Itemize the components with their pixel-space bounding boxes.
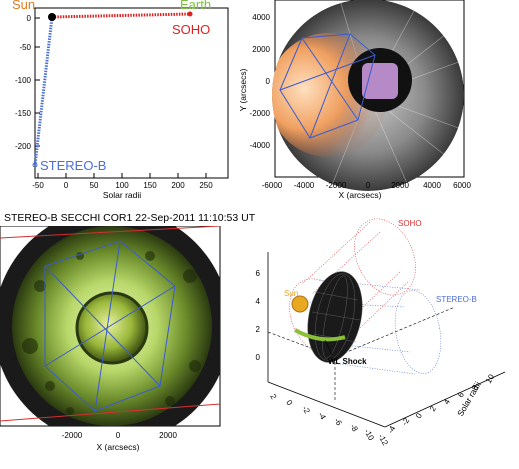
y-tick-label: -2 (400, 416, 412, 427)
x-ticks: -50 0 50 100 150 200 250 (32, 173, 213, 190)
reconstruction-plot: SOHO Sun STEREO-B WL Shock 6 4 2 0 2 0 -… (256, 218, 506, 448)
panel-positions: 0 -50 -100 -150 -200 -50 0 50 100 150 20… (0, 0, 235, 200)
y-tick-label: -4000 (250, 141, 271, 150)
x-tick-label: 2000 (159, 431, 177, 440)
x-tick-label: -6 (332, 417, 344, 428)
x-tick-label: 0 (116, 431, 121, 440)
axes-3d-dashed (267, 306, 456, 402)
reconstructed-cme-body (307, 271, 363, 363)
noise-texture (22, 251, 201, 415)
x-tick-label: 4000 (423, 181, 441, 190)
x-tick-label: -50 (32, 181, 44, 190)
axes-3d (267, 252, 506, 428)
positions-plot: 0 -50 -100 -150 -200 -50 0 50 100 150 20… (12, 0, 229, 200)
y-tick-label: 8 (470, 383, 480, 392)
x-tick-label: 100 (115, 181, 129, 190)
fov-line-bottom (0, 403, 220, 422)
y-tick-label: -2000 (250, 109, 271, 118)
soho-image-plot: 4000 2000 0 -2000 -4000 -6000 -4000 -200… (238, 0, 472, 200)
sun-stereo-line (33, 16, 54, 166)
x-axis-label: X (arcsecs) (339, 190, 382, 200)
shock-pointer (324, 339, 333, 356)
cor1-image-plot: -2000 0 2000 X (arcsecs) (0, 225, 221, 452)
stereo-label: STEREO-B (436, 295, 477, 304)
x-tick-label: -4000 (294, 181, 315, 190)
x-tick-label: 0 (64, 181, 69, 190)
y-tick-label: -50 (19, 43, 31, 52)
sun-sphere (291, 295, 309, 313)
z-tick-label: 2 (256, 325, 261, 334)
soho-label: SOHO (172, 22, 210, 37)
sun-label: Sun (12, 0, 35, 12)
y-tick-label: 2 (428, 404, 438, 413)
y-tick-label: 0 (27, 14, 32, 23)
y-axis-label: Y (arcsecs) (240, 68, 248, 111)
y-tick-label: 4000 (252, 13, 270, 22)
z-tick-label: 0 (256, 353, 261, 362)
x-tick-label: 2000 (391, 181, 409, 190)
gcs-wireframe (279, 33, 376, 139)
x-axis-label: Solar radii (103, 190, 141, 200)
panel-3d-reconstruction: SOHO Sun STEREO-B WL Shock 6 4 2 0 2 0 -… (240, 212, 519, 464)
sun-label: Sun (284, 289, 298, 298)
x-tick-label: 0 (366, 181, 371, 190)
euv-sun-image (362, 63, 398, 99)
y-tick-label: 0 (414, 411, 424, 420)
stereo-marker (32, 162, 38, 168)
y-tick-label: 0 (266, 77, 271, 86)
x-tick-label: 250 (199, 181, 213, 190)
stereo-label: STEREO-B (40, 158, 106, 173)
y-tick-label: -4 (386, 424, 398, 435)
x-tick-label: -4 (316, 411, 328, 422)
fov-line-top (0, 226, 220, 239)
soho-label: SOHO (398, 219, 422, 228)
y-tick-label: -100 (15, 76, 32, 85)
x-axis-label: X (arcsecs) (97, 442, 140, 452)
x-tick-label: -2000 (62, 431, 83, 440)
x-tick-label: -2000 (326, 181, 347, 190)
x-tick-label: -2 (300, 405, 312, 416)
y-tick-label: -200 (15, 142, 32, 151)
x-ticks: -6000 -4000 -2000 0 2000 4000 6000 (262, 181, 472, 190)
soho-marker (187, 11, 193, 17)
y-tick-label: 6 (456, 390, 466, 399)
x-tick-label: 200 (171, 181, 185, 190)
cor1-title: STEREO-B SECCHI COR1 22-Sep-2011 11:10:5… (4, 212, 256, 224)
wl-shock-surface (294, 328, 346, 342)
shock-label: WL Shock (328, 357, 367, 366)
x-tick-label: 2 (268, 393, 278, 402)
y-tick-label: -150 (15, 109, 32, 118)
y-ticks: 4000 2000 0 -2000 -4000 (250, 13, 271, 150)
x-tick-label: 0 (284, 399, 294, 408)
y-tick-label: 4 (442, 397, 452, 406)
z-tick-label: 6 (256, 269, 261, 278)
earth-label: Earth (180, 0, 211, 12)
y-tick-label: 2000 (252, 45, 270, 54)
occulted-sun (75, 291, 149, 365)
axis-label-solar-radii: Solar radii (455, 380, 483, 418)
x-tick-label: -10 (362, 428, 376, 443)
gcs-wireframe (44, 240, 176, 412)
plot-frame (34, 7, 229, 179)
x-tick-label: -8 (348, 423, 360, 434)
panel-soho-image: 4000 2000 0 -2000 -4000 -6000 -4000 -200… (238, 0, 519, 210)
sun-marker (48, 13, 56, 21)
y-tick-label: 10 (484, 372, 497, 385)
z-tick-label: 4 (256, 297, 261, 306)
x-tick-label: -12 (376, 433, 390, 448)
x-tick-label: 50 (90, 181, 99, 190)
x-tick-label: 150 (143, 181, 157, 190)
x-tick-label: 6000 (453, 181, 471, 190)
sun-earth-line (51, 12, 191, 19)
panel-cor1-image: -2000 0 2000 X (arcsecs) (0, 225, 240, 464)
x-tick-label: -6000 (262, 181, 283, 190)
